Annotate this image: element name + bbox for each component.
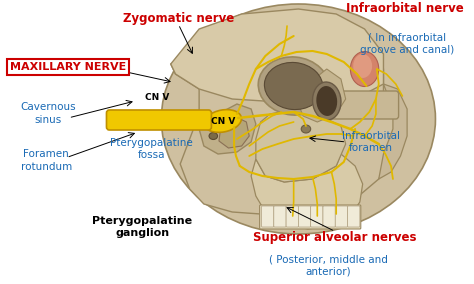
FancyBboxPatch shape [299, 206, 310, 227]
Text: ( In infraorbital
groove and canal): ( In infraorbital groove and canal) [360, 33, 454, 55]
Text: Pterygopalatine
ganglion: Pterygopalatine ganglion [92, 216, 192, 238]
Polygon shape [171, 39, 398, 214]
Ellipse shape [350, 51, 379, 87]
Polygon shape [379, 84, 407, 179]
Text: Infraorbital nerve: Infraorbital nerve [346, 2, 464, 15]
Ellipse shape [209, 133, 218, 139]
Polygon shape [219, 116, 249, 148]
Ellipse shape [204, 110, 241, 132]
Text: CN V: CN V [210, 116, 235, 126]
FancyBboxPatch shape [286, 206, 299, 227]
Ellipse shape [258, 57, 329, 115]
Text: ( Posterior, middle and
anterior): ( Posterior, middle and anterior) [269, 254, 388, 277]
Polygon shape [171, 9, 383, 102]
FancyBboxPatch shape [262, 206, 274, 227]
FancyBboxPatch shape [260, 205, 361, 229]
Ellipse shape [264, 62, 323, 110]
Text: CN V: CN V [145, 93, 170, 103]
Text: Superior alveolar nerves: Superior alveolar nerves [254, 231, 417, 244]
Ellipse shape [312, 82, 341, 120]
Ellipse shape [301, 125, 310, 133]
Text: Cavernous
sinus: Cavernous sinus [20, 103, 76, 125]
Polygon shape [199, 104, 256, 154]
Text: Infraorbital
foramen: Infraorbital foramen [342, 131, 400, 153]
Ellipse shape [353, 54, 372, 78]
Text: Foramen
rotundum: Foramen rotundum [20, 149, 72, 172]
Text: MAXILLARY NERVE: MAXILLARY NERVE [9, 62, 126, 72]
FancyBboxPatch shape [310, 206, 323, 227]
Polygon shape [251, 154, 363, 229]
FancyBboxPatch shape [335, 206, 347, 227]
Polygon shape [299, 69, 346, 122]
Polygon shape [256, 109, 346, 182]
FancyBboxPatch shape [328, 91, 399, 119]
FancyBboxPatch shape [274, 206, 286, 227]
Ellipse shape [316, 86, 337, 116]
FancyBboxPatch shape [347, 206, 360, 227]
Text: Zygomatic nerve: Zygomatic nerve [123, 12, 234, 25]
FancyBboxPatch shape [323, 206, 335, 227]
Ellipse shape [161, 4, 436, 234]
Text: Pterygopalatine
fossa: Pterygopalatine fossa [110, 138, 193, 160]
FancyBboxPatch shape [107, 110, 211, 130]
